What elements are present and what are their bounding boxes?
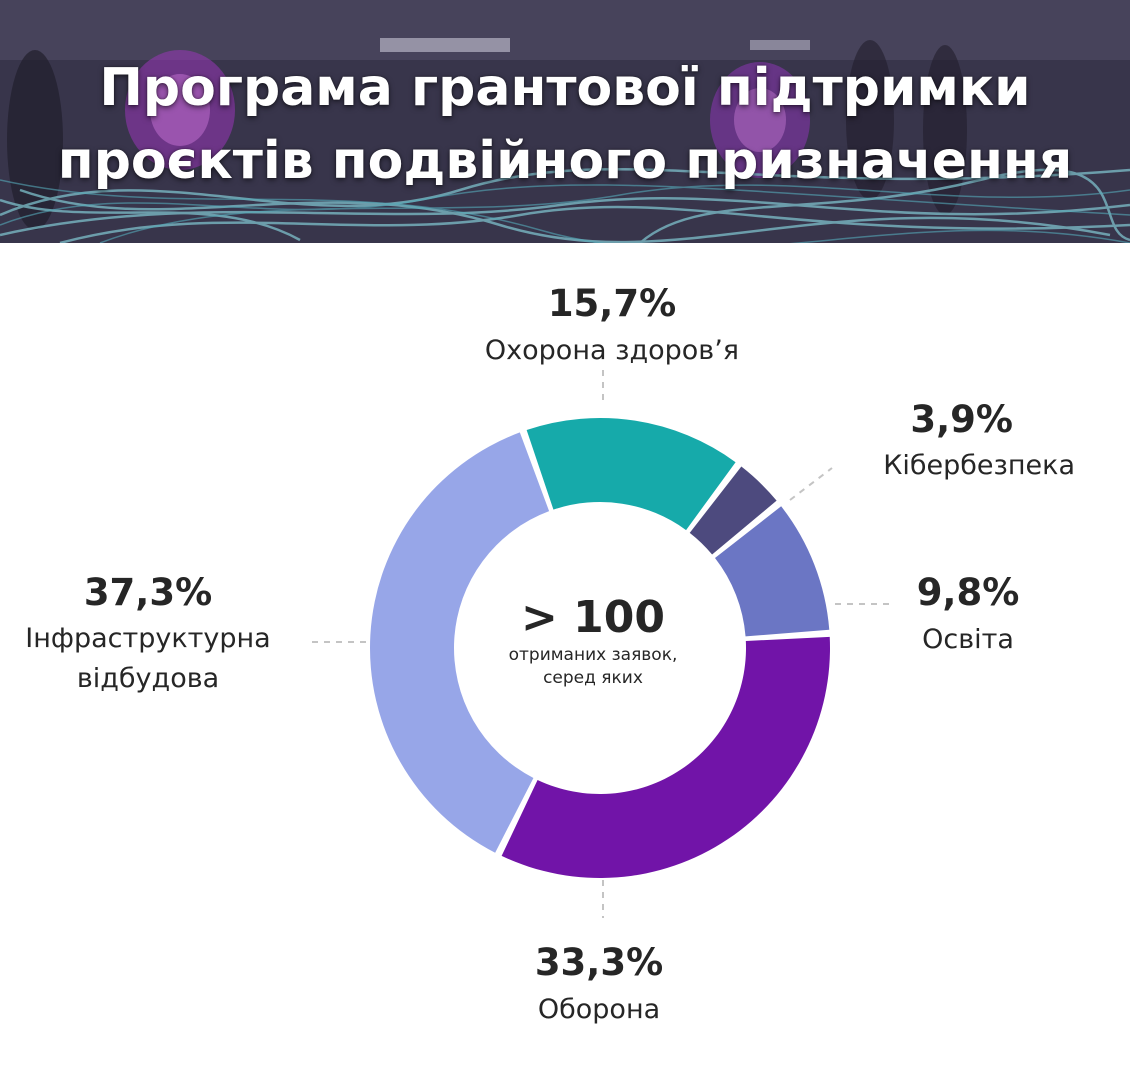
- donut-slice-infrastructure: [369, 432, 550, 853]
- center-caption-line-2: серед яких: [543, 668, 643, 688]
- slice-value-education: 9,8%: [917, 571, 1020, 614]
- slice-label-infrastructure-line-2: відбудова: [77, 663, 219, 694]
- page-title-line-2: проєктів подвійного призначення: [57, 131, 1073, 191]
- donut-slice-education: [714, 506, 830, 637]
- donut-slice-cyber: [689, 466, 777, 555]
- slice-label-cyber: Кібербезпека: [883, 450, 1075, 481]
- slice-value-defense: 33,3%: [535, 941, 663, 984]
- slice-value-health: 15,7%: [548, 282, 676, 325]
- leader-lines: [312, 370, 893, 918]
- banner-background-image: [0, 0, 1130, 243]
- slice-value-infrastructure: 37,3%: [84, 571, 212, 614]
- page-title-line-1: Програма грантової підтримки: [99, 58, 1031, 118]
- slice-value-cyber: 3,9%: [910, 398, 1013, 441]
- slice-label-education: Освіта: [922, 624, 1014, 655]
- donut-slice-health: [526, 418, 736, 531]
- header-banner: Програма грантової підтримки проєктів по…: [0, 0, 1130, 243]
- slice-label-health: Охорона здоров’я: [485, 335, 739, 366]
- leader-line-cyber: [789, 467, 833, 501]
- donut-slice-defense: [501, 636, 830, 878]
- slice-label-defense: Оборона: [538, 994, 660, 1025]
- donut-slices: [369, 418, 830, 878]
- slice-label-infrastructure-line-1: Інфраструктурна: [25, 623, 270, 654]
- center-total-value: > 100: [521, 592, 665, 643]
- center-caption-line-1: отриманих заявок,: [509, 645, 678, 665]
